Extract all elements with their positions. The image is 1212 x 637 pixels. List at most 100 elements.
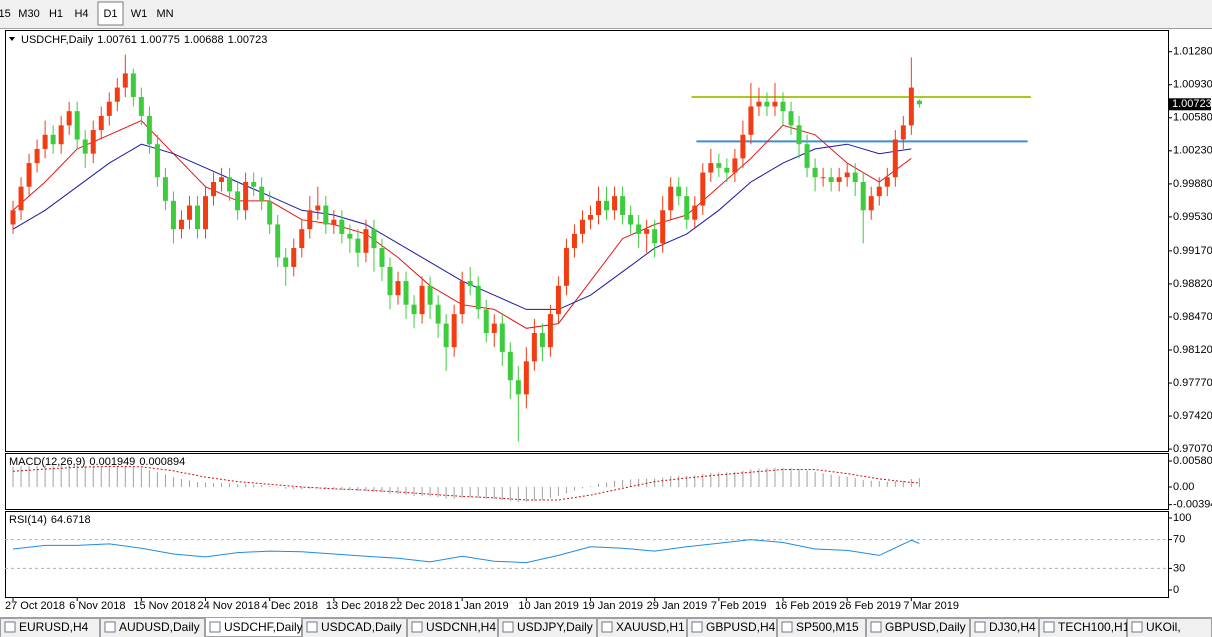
tab-label: UKOil, bbox=[1146, 620, 1181, 634]
candle-body bbox=[379, 248, 385, 267]
x-tick-label: 19 Jan 2019 bbox=[583, 600, 644, 612]
tab-label: SP500,M15 bbox=[796, 620, 859, 634]
button-face bbox=[0, 2, 13, 25]
x-tick-label: 27 Oct 2018 bbox=[5, 600, 65, 612]
chart-tab[interactable]: USDCHF,Daily bbox=[205, 617, 303, 637]
timeframe-button[interactable]: H1 bbox=[45, 2, 67, 25]
chart-tab[interactable]: AUDUSD,Daily bbox=[100, 618, 205, 637]
candle-body bbox=[860, 181, 866, 211]
y-tick-label: 0.98120 bbox=[1173, 344, 1212, 356]
chart-tab[interactable]: DJ30,H4 bbox=[970, 618, 1039, 637]
chart-tab[interactable]: EURUSD,H4 bbox=[0, 618, 100, 637]
chart-tab[interactable]: USDJPY,Daily bbox=[498, 618, 597, 637]
candle-body bbox=[772, 101, 778, 107]
candle-body bbox=[259, 186, 265, 201]
candle-body bbox=[724, 167, 730, 173]
candle-body bbox=[900, 125, 906, 140]
candle-body bbox=[395, 281, 401, 296]
candle-body bbox=[660, 210, 666, 244]
timeframe-button[interactable]: M30 bbox=[15, 2, 43, 25]
button-label: MN bbox=[156, 8, 173, 20]
timeframe-button[interactable]: H4 bbox=[69, 2, 94, 25]
chart-tab[interactable]: XAUUSD,H1 bbox=[597, 618, 687, 637]
chart-tab[interactable]: GBPUSD,Daily bbox=[866, 618, 970, 637]
y-tick-label: -0.003945 bbox=[1173, 499, 1212, 511]
y-tick-label: 1.01280 bbox=[1173, 46, 1212, 58]
candle-body bbox=[716, 163, 722, 168]
timeframe-button[interactable]: M15 bbox=[0, 2, 13, 25]
candle-body bbox=[275, 224, 281, 258]
x-tick-label: 4 Dec 2018 bbox=[262, 600, 318, 612]
y-tick-label: 0.005802 bbox=[1173, 455, 1212, 467]
candle-body bbox=[836, 177, 842, 182]
candle-body bbox=[563, 248, 569, 286]
candle-body bbox=[459, 281, 465, 315]
candle-body bbox=[868, 196, 874, 211]
tab-face bbox=[777, 618, 866, 637]
candle-body bbox=[467, 281, 473, 286]
y-tick-label: 0.97420 bbox=[1173, 410, 1212, 422]
candle-body bbox=[154, 144, 160, 178]
tab-label: GBPUSD,Daily bbox=[885, 620, 966, 634]
candle-body bbox=[451, 314, 457, 348]
button-label: M30 bbox=[18, 8, 39, 20]
tab-face bbox=[0, 618, 100, 637]
y-tick-label: 1.00580 bbox=[1173, 112, 1212, 124]
chart-tab[interactable]: USDCAD,Daily bbox=[302, 618, 407, 637]
header-value: 1.00775 bbox=[140, 34, 180, 46]
chart-tab[interactable]: UKOil, bbox=[1127, 618, 1212, 637]
chart-header: MACD(12,26,9) 0.001949 0.000894 bbox=[9, 456, 185, 468]
candle-body bbox=[844, 172, 850, 178]
tab-face bbox=[498, 618, 597, 637]
candle-body bbox=[411, 304, 417, 315]
candle-body bbox=[219, 177, 225, 182]
tab-label: USDCAD,Daily bbox=[321, 620, 402, 634]
x-tick-label: 29 Jan 2019 bbox=[647, 600, 708, 612]
timeframe-button[interactable]: D1 bbox=[97, 1, 124, 26]
tab-label: USDCNH,H4 bbox=[426, 620, 496, 634]
tab-icon bbox=[974, 621, 986, 633]
tab-icon bbox=[411, 621, 423, 633]
y-tick-label: 0.98470 bbox=[1173, 311, 1212, 323]
candle-body bbox=[331, 219, 337, 225]
header-value: 0.000894 bbox=[139, 456, 185, 468]
candle-body bbox=[307, 210, 313, 230]
x-tick-label: 6 Nov 2018 bbox=[69, 600, 125, 612]
pane-frame bbox=[5, 453, 1169, 510]
candle-body bbox=[114, 87, 120, 102]
candle-body bbox=[251, 181, 257, 187]
candle-body bbox=[323, 205, 329, 225]
candle-body bbox=[138, 97, 144, 116]
candle-body bbox=[531, 333, 537, 362]
candle-body bbox=[443, 323, 449, 348]
chart-pane: 1.01280 1.00930 1.00580 1.00230 0.99880 0.995… bbox=[5, 30, 1212, 612]
candle-body bbox=[403, 281, 409, 305]
candle-body bbox=[588, 215, 594, 220]
button-label: H1 bbox=[49, 8, 63, 20]
header-value: 64.6718 bbox=[51, 514, 91, 526]
timeframe-button[interactable]: W1 bbox=[127, 2, 151, 25]
x-tick-label: 24 Nov 2018 bbox=[198, 600, 260, 612]
chart-tab[interactable]: TECH100,H1 bbox=[1039, 618, 1130, 637]
chart-pane: 0.005802 0.00 -0.003945 MACD(12,26,9) 0.0019… bbox=[5, 453, 1212, 511]
candle-body bbox=[499, 323, 505, 352]
candle-body bbox=[435, 304, 441, 324]
candle-body bbox=[628, 215, 634, 225]
chart-tab[interactable]: SP500,M15 bbox=[777, 618, 866, 637]
candle-body bbox=[612, 196, 618, 211]
x-tick-label: 7 Feb 2019 bbox=[711, 600, 767, 612]
chart-tab[interactable]: GBPUSD,H4 bbox=[687, 618, 777, 637]
chart-tab[interactable]: USDCNH,H4 bbox=[407, 618, 498, 637]
candle-body bbox=[50, 134, 56, 145]
tab-label: USDCHF,Daily bbox=[224, 620, 303, 634]
tab-label: XAUUSD,H1 bbox=[616, 620, 685, 634]
candle-body bbox=[676, 186, 682, 197]
button-face bbox=[15, 2, 43, 25]
rsi-line bbox=[12, 539, 920, 564]
timeframe-button[interactable]: MN bbox=[153, 2, 177, 25]
tab-face bbox=[866, 618, 970, 637]
chart-tabs: EURUSD,H4 AUDUSD,Daily USDCHF,Daily USDCAD,… bbox=[0, 617, 1212, 637]
header-arrow bbox=[9, 37, 15, 41]
candle-body bbox=[692, 205, 698, 220]
candle-body bbox=[708, 163, 714, 173]
